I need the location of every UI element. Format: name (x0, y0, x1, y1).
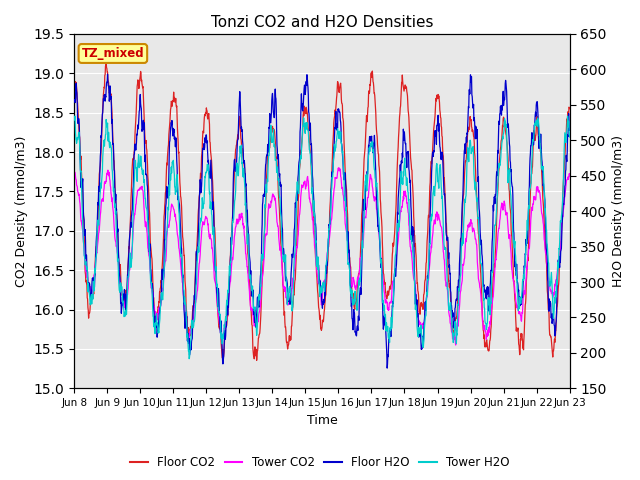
Legend: Floor CO2, Tower CO2, Floor H2O, Tower H2O: Floor CO2, Tower CO2, Floor H2O, Tower H… (125, 452, 515, 474)
Title: Tonzi CO2 and H2O Densities: Tonzi CO2 and H2O Densities (211, 15, 433, 30)
X-axis label: Time: Time (307, 414, 337, 427)
Text: TZ_mixed: TZ_mixed (81, 47, 144, 60)
Y-axis label: H2O Density (mmol/m3): H2O Density (mmol/m3) (612, 135, 625, 287)
Y-axis label: CO2 Density (mmol/m3): CO2 Density (mmol/m3) (15, 135, 28, 287)
